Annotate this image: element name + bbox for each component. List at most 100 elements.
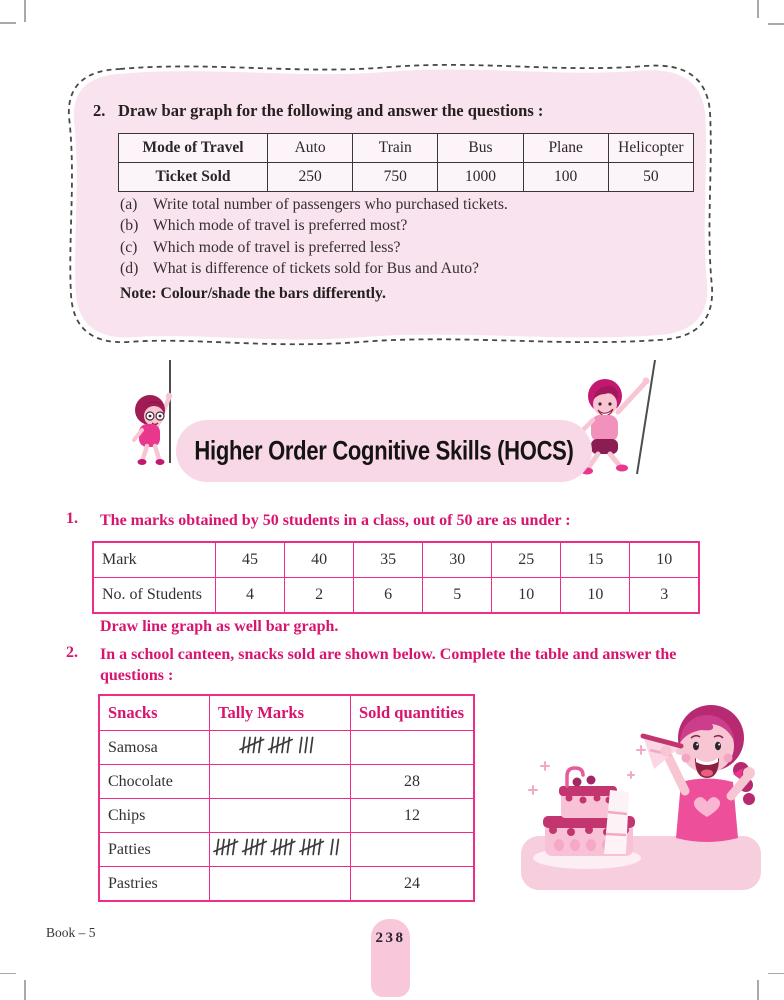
sparkles bbox=[528, 745, 646, 795]
value-cell: 50 bbox=[607, 162, 695, 192]
sub-question-label: (a) bbox=[120, 196, 138, 213]
activity-box-title: 2. Draw bar graph for the following and … bbox=[93, 101, 693, 121]
value-cell: 5 bbox=[422, 577, 493, 614]
table-row: Mark 45 40 35 30 25 15 10 bbox=[92, 541, 700, 578]
value-cell: 25 bbox=[491, 541, 562, 578]
snacks-table: Snacks Tally Marks Sold quantities Samos… bbox=[98, 694, 475, 902]
crop-mark-bottom-left-h bbox=[0, 972, 16, 974]
travel-table: Mode of Travel Auto Train Bus Plane Heli… bbox=[118, 133, 695, 192]
crop-mark-bottom-left-v bbox=[24, 980, 26, 1000]
table-row: Samosa bbox=[98, 730, 475, 765]
header-cell: Plane bbox=[522, 133, 609, 163]
sub-question-list: (a) Write total number of passengers who… bbox=[120, 196, 680, 282]
sold-quantity-cell: 12 bbox=[350, 798, 475, 833]
header-cell: Bus bbox=[437, 133, 524, 163]
banner-title: Higher Order Cognitive Skills (HOCS) bbox=[194, 435, 574, 466]
crop-mark-bottom-right-v bbox=[757, 980, 759, 1000]
crop-mark-top-left-v bbox=[24, 0, 26, 22]
crop-mark-top-right-h bbox=[768, 23, 784, 25]
crop-mark-top-left-h bbox=[0, 22, 16, 24]
header-cell: Auto bbox=[266, 133, 354, 163]
book-label: Book – 5 bbox=[46, 925, 96, 940]
value-cell: 4 bbox=[214, 577, 286, 614]
value-cell: 10 bbox=[560, 577, 631, 614]
value-cell: 10 bbox=[491, 577, 562, 614]
table-row: Chocolate 28 bbox=[98, 764, 475, 799]
question-number: 2. bbox=[93, 101, 106, 120]
banner-kids-illustration bbox=[132, 360, 656, 475]
value-cell: 2 bbox=[284, 577, 355, 614]
tally-marks-cell bbox=[209, 730, 351, 765]
question-title-text: The marks obtained by 50 students in a c… bbox=[100, 512, 571, 529]
value-cell: 250 bbox=[266, 162, 354, 192]
sold-quantity-cell: 28 bbox=[350, 764, 475, 799]
tally-marks-cell bbox=[209, 866, 351, 902]
table-header-row: Snacks Tally Marks Sold quantities bbox=[98, 694, 475, 731]
question-number: 1. bbox=[66, 510, 78, 527]
sold-quantity-cell: 24 bbox=[350, 866, 475, 902]
value-cell: 30 bbox=[422, 541, 493, 578]
value-cell: 1000 bbox=[437, 162, 524, 192]
value-cell: 100 bbox=[522, 162, 609, 192]
table-row: No. of Students 4 2 6 5 10 10 3 bbox=[92, 577, 700, 614]
question-title-text: Draw bar graph for the following and ans… bbox=[118, 101, 544, 120]
snack-name-cell: Samosa bbox=[98, 730, 210, 765]
header-cell: Tally Marks bbox=[209, 694, 351, 731]
right-rope bbox=[636, 360, 656, 475]
sub-question-label: (c) bbox=[120, 238, 138, 256]
page-number: 238 bbox=[375, 930, 406, 946]
marks-table: Mark 45 40 35 30 25 15 10 No. of Student… bbox=[92, 541, 700, 614]
sub-question-text: Which mode of travel is preferred less? bbox=[153, 238, 401, 256]
sub-question-text: Which mode of travel is preferred most? bbox=[153, 217, 408, 235]
value-cell: 10 bbox=[629, 541, 700, 578]
snack-name-cell: Pastries bbox=[98, 866, 210, 902]
table-row: Pastries 24 bbox=[98, 866, 475, 902]
table-row: Patties bbox=[98, 832, 475, 867]
header-cell: Snacks bbox=[98, 694, 210, 731]
sub-question-b: (b) Which mode of travel is preferred mo… bbox=[120, 217, 680, 235]
candy-cane bbox=[565, 766, 585, 788]
sub-question-c: (c) Which mode of travel is preferred le… bbox=[120, 239, 680, 257]
sold-quantity-cell bbox=[350, 730, 475, 765]
question-2-heading: 2. In a school canteen, snacks sold are … bbox=[66, 644, 718, 686]
cake bbox=[543, 766, 635, 856]
value-cell: 15 bbox=[560, 541, 631, 578]
note-text: Note: Colour/shade the bars differently. bbox=[120, 285, 386, 302]
row-label-cell: No. of Students bbox=[92, 577, 216, 614]
sub-question-text: Write total number of passengers who pur… bbox=[153, 196, 508, 213]
tally-marks-cell bbox=[209, 764, 351, 799]
sold-quantity-cell bbox=[350, 832, 475, 867]
sub-question-label: (b) bbox=[120, 217, 139, 235]
snack-name-cell: Chips bbox=[98, 798, 210, 833]
value-cell: 3 bbox=[629, 577, 700, 614]
snack-name-cell: Patties bbox=[98, 832, 210, 867]
row-label-cell: Ticket Sold bbox=[118, 162, 268, 192]
question-number: 2. bbox=[66, 644, 78, 661]
sub-question-text: What is difference of tickets sold for B… bbox=[153, 260, 480, 278]
q1-instruction: Draw line graph as well bar graph. bbox=[100, 618, 339, 635]
girl bbox=[640, 705, 755, 842]
sub-question-d: (d) What is difference of tickets sold f… bbox=[120, 260, 680, 278]
header-cell: Helicopter bbox=[607, 133, 695, 163]
crop-mark-top-right-v bbox=[757, 0, 759, 18]
heart-on-shirt bbox=[693, 796, 721, 817]
tally-marks-cell bbox=[209, 832, 351, 867]
banner-title-pill: Higher Order Cognitive Skills (HOCS) bbox=[176, 420, 592, 482]
snack-name-cell: Chocolate bbox=[98, 764, 210, 799]
value-cell: 35 bbox=[353, 541, 424, 578]
value-cell: 45 bbox=[214, 541, 286, 578]
tally-marks-cell bbox=[209, 798, 351, 833]
hair-bow bbox=[733, 768, 743, 780]
question-1-heading: 1. The marks obtained by 50 students in … bbox=[66, 510, 726, 531]
page-number-tab: 238 bbox=[371, 919, 410, 997]
crop-mark-bottom-right-h bbox=[768, 972, 784, 974]
boy-on-rope-illustration bbox=[576, 377, 650, 475]
table-row: Mode of Travel Auto Train Bus Plane Heli… bbox=[118, 133, 695, 163]
question-title-text: In a school canteen, snacks sold are sho… bbox=[100, 646, 677, 684]
table-row: Ticket Sold 250 750 1000 100 50 bbox=[118, 162, 695, 192]
value-cell: 750 bbox=[352, 162, 439, 192]
header-cell: Mode of Travel bbox=[118, 133, 268, 163]
row-label-cell: Mark bbox=[92, 541, 216, 578]
girl-on-rope-illustration bbox=[132, 392, 173, 465]
